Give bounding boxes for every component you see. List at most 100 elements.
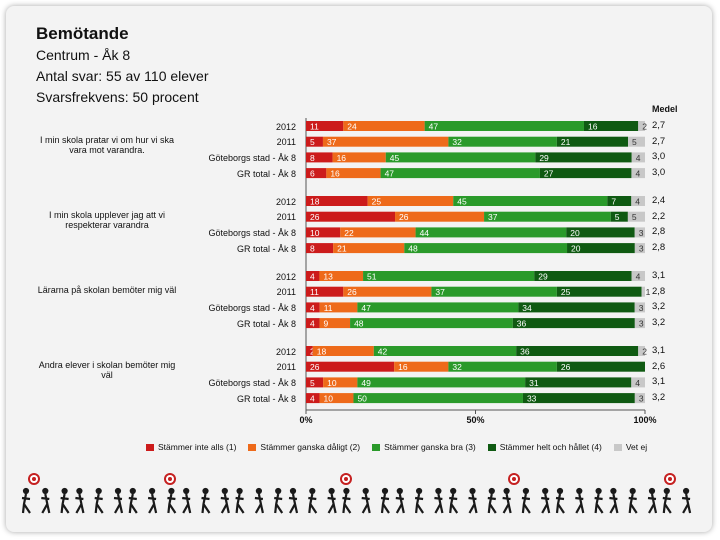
mean-value: 2,2 xyxy=(652,210,666,222)
legend-item: Stämmer ganska bra (3) xyxy=(372,442,476,452)
legend-swatch xyxy=(613,443,622,451)
legend-label: Stämmer inte alls (1) xyxy=(158,442,237,452)
person-silhouette-icon xyxy=(361,487,371,514)
row-label: GR total - Åk 8 xyxy=(236,168,296,179)
mean-value: 3,1 xyxy=(652,270,666,281)
person-silhouette-icon xyxy=(75,487,85,514)
person-silhouette-icon xyxy=(274,487,284,514)
mean-value: 2,6 xyxy=(652,360,666,372)
person-silhouette-icon xyxy=(308,487,318,514)
row-label: GR total - Åk 8 xyxy=(236,393,296,404)
legend-label: Stämmer helt och hållet (4) xyxy=(499,442,602,452)
legend-item: Stämmer inte alls (1) xyxy=(146,442,236,452)
mean-value: 3,1 xyxy=(652,376,666,388)
target-icon xyxy=(164,473,176,485)
person-silhouette-icon xyxy=(94,487,104,514)
mean-value: 2,7 xyxy=(652,120,666,131)
person-silhouette-icon xyxy=(342,487,352,514)
question-label: I min skola pratar vi om hur vi ska vara… xyxy=(39,135,175,155)
row-label: 2012 xyxy=(275,121,296,132)
person-silhouette-icon xyxy=(201,487,211,514)
mean-value: 2,8 xyxy=(652,226,666,238)
person-silhouette-icon xyxy=(128,487,138,514)
mean-value: 3,2 xyxy=(652,301,666,313)
page-title: Bemötande xyxy=(36,24,129,43)
mean-value: 2,8 xyxy=(652,285,666,297)
row-label: 2011 xyxy=(276,212,296,223)
person-silhouette-icon xyxy=(647,487,658,514)
row-label: Göteborgs stad - Åk 8 xyxy=(208,377,296,388)
legend-item: Stämmer helt och hållet (4) xyxy=(487,442,602,452)
person-silhouette-icon xyxy=(414,487,425,514)
target-icon xyxy=(508,473,520,485)
person-silhouette-icon xyxy=(147,487,158,514)
person-silhouette-icon xyxy=(220,487,230,514)
row-label: Göteborgs stad - Åk 8 xyxy=(208,152,296,163)
person-silhouette-icon xyxy=(60,487,70,514)
row-label: GR total - Åk 8 xyxy=(236,243,296,254)
mean-value: 3,0 xyxy=(652,167,666,179)
legend-label: Stämmer ganska dåligt (2) xyxy=(260,442,361,452)
mean-value: 3,1 xyxy=(652,345,666,356)
row-label: 2011 xyxy=(276,287,296,298)
row-label: Göteborgs stad - Åk 8 xyxy=(208,227,296,238)
person-silhouette-icon xyxy=(662,487,672,514)
school-line: Centrum - Åk 8 xyxy=(36,47,131,63)
person-silhouette-icon xyxy=(502,487,512,514)
mean-header: Medel xyxy=(652,104,678,114)
person-silhouette-icon xyxy=(575,487,585,514)
responses-line: Antal svar: 55 av 110 elever xyxy=(36,68,209,84)
row-label: 2011 xyxy=(276,362,296,373)
chart-legend: Stämmer inte alls (1) Stämmer ganska dåli… xyxy=(146,440,647,454)
person-silhouette-icon xyxy=(541,487,551,514)
row-label: 2012 xyxy=(275,196,296,207)
slide-background xyxy=(6,6,712,532)
person-silhouette-icon xyxy=(380,487,390,514)
mean-value: 3,0 xyxy=(652,151,666,163)
legend-swatch xyxy=(248,443,257,451)
legend-swatch xyxy=(372,443,381,451)
row-label: Göteborgs stad - Åk 8 xyxy=(208,302,296,313)
legend-label: Stämmer ganska bra (3) xyxy=(384,442,476,452)
row-label: 2012 xyxy=(275,271,296,282)
legend-item: Stämmer ganska dåligt (2) xyxy=(248,442,360,452)
people-silhouettes-decoration xyxy=(21,473,692,514)
response-rate-line: Svarsfrekvens: 50 procent xyxy=(36,89,199,105)
mean-value: 2,7 xyxy=(652,135,666,147)
row-label: 2012 xyxy=(275,346,296,357)
person-silhouette-icon xyxy=(594,487,604,514)
mean-value: 2,4 xyxy=(652,195,666,206)
person-silhouette-icon xyxy=(449,487,459,514)
person-silhouette-icon xyxy=(681,487,692,514)
row-label: GR total - Åk 8 xyxy=(236,318,296,329)
person-silhouette-icon xyxy=(41,487,51,514)
person-silhouette-icon xyxy=(113,487,124,514)
target-icon xyxy=(28,473,40,485)
person-silhouette-icon xyxy=(288,487,299,514)
mean-value: 3,2 xyxy=(652,392,666,404)
legend-item: Vet ej xyxy=(613,442,648,452)
person-silhouette-icon xyxy=(434,487,444,514)
question-label: Andra elever i skolan bemöter mig väl xyxy=(38,360,176,380)
mean-value: 3,2 xyxy=(652,317,666,329)
person-silhouette-icon xyxy=(327,487,337,514)
person-silhouette-icon xyxy=(167,487,177,514)
person-silhouette-icon xyxy=(609,487,619,514)
person-silhouette-icon xyxy=(395,487,405,514)
target-icon xyxy=(664,473,676,485)
question-label: Lärarna på skolan bemöter mig väl xyxy=(37,285,177,295)
target-icon xyxy=(340,473,352,485)
person-silhouette-icon xyxy=(628,487,638,514)
person-silhouette-icon xyxy=(487,487,497,514)
person-silhouette-icon xyxy=(254,487,264,514)
legend-swatch xyxy=(487,443,496,451)
row-label: 2011 xyxy=(276,137,296,148)
legend-label: Vet ej xyxy=(625,442,648,452)
person-silhouette-icon xyxy=(182,487,192,514)
mean-value: 2,8 xyxy=(652,242,666,254)
person-silhouette-icon xyxy=(555,487,565,514)
person-silhouette-icon xyxy=(521,487,531,514)
person-silhouette-icon xyxy=(468,487,478,514)
person-silhouette-icon xyxy=(21,487,31,514)
person-silhouette-icon xyxy=(235,487,245,514)
